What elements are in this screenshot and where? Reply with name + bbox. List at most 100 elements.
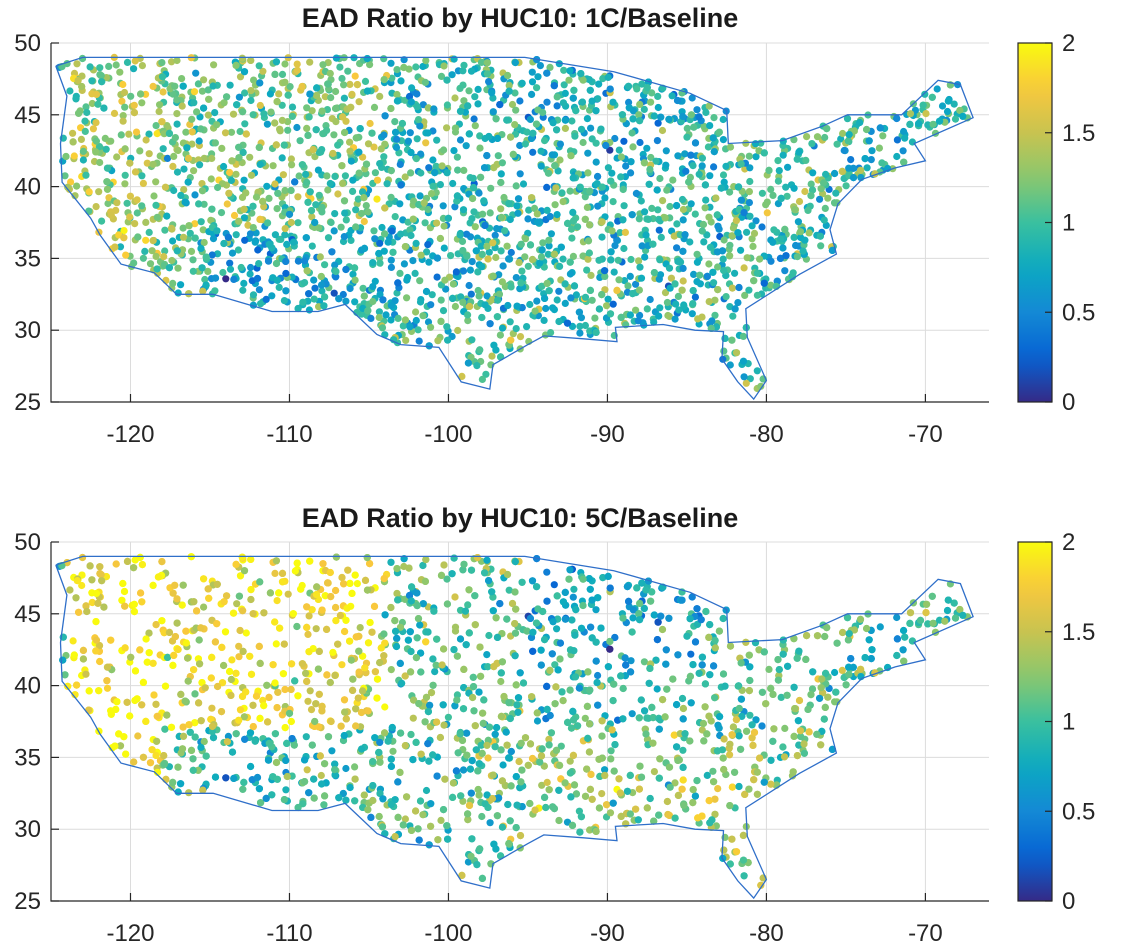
data-point [105,62,113,70]
data-point [776,235,785,243]
data-point [553,93,561,101]
data-point [737,246,745,254]
data-point [924,121,932,129]
data-point [169,162,177,170]
data-point [828,246,837,254]
data-point [271,231,279,239]
data-point [483,651,491,659]
data-point [315,303,323,311]
data-point [421,718,429,726]
data-point [497,205,505,213]
data-point [173,56,181,65]
data-point [116,68,124,76]
data-point [753,367,761,375]
data-point [690,270,698,278]
data-point [491,231,499,239]
data-point [371,169,379,177]
data-point [412,316,420,325]
data-point [305,306,313,314]
data-point [242,629,250,637]
data-point [497,677,505,686]
data-point [200,76,208,84]
data-point [729,224,738,232]
data-point [485,248,493,256]
data-point [198,180,206,188]
data-point [625,98,633,106]
data-point [681,231,689,239]
data-point [376,239,384,247]
data-point [653,137,662,145]
data-point [694,315,702,323]
data-point [453,192,461,200]
data-point [714,263,722,271]
data-point [646,165,654,173]
data-point [635,286,644,294]
data-point [341,172,349,180]
data-point [311,218,319,227]
data-point [625,104,633,112]
data-point [593,180,601,188]
data-point [303,178,311,186]
data-point [515,258,523,267]
data-point [213,227,221,235]
data-point [130,101,138,109]
data-point [679,277,687,285]
data-point [584,237,593,245]
data-point [422,287,431,296]
data-point [493,134,502,142]
data-point [278,578,287,586]
data-point [654,119,662,127]
data-point [595,305,604,313]
data-point [746,676,754,685]
data-point [800,749,809,757]
data-point [304,697,312,705]
data-point [833,140,841,148]
x-tick-label: -90 [590,421,625,448]
data-point [131,168,140,176]
data-point [850,127,859,135]
data-point [264,219,272,227]
data-point [253,274,262,283]
data-point [217,209,226,217]
data-point [328,747,336,755]
data-point [420,199,428,207]
data-point [691,293,700,301]
data-point [673,244,681,252]
data-point [279,670,287,678]
data-point [524,262,532,270]
data-point [569,252,578,260]
data-point [340,233,348,241]
data-point [417,150,425,158]
data-point [263,120,271,128]
data-point [255,62,263,70]
data-point [315,191,323,199]
data-point [791,206,799,214]
data-point [838,666,846,675]
data-point [524,761,532,769]
data-point [790,233,798,241]
data-point [537,162,545,170]
data-point [249,202,257,210]
data-point [816,694,824,702]
data-point [936,117,944,125]
data-point [459,247,467,255]
data-point [661,289,670,297]
data-point [620,244,628,253]
data-point [659,197,667,205]
data-point [767,185,775,193]
data-point [553,126,561,134]
data-point [138,99,146,107]
data-point [456,107,465,115]
data-point [578,98,587,106]
data-point [209,235,218,243]
data-point [103,164,112,172]
y-tick-label: 30 [14,317,41,344]
data-point [774,676,783,684]
data-point [476,144,484,152]
data-point [279,171,287,179]
data-point [637,696,645,704]
data-point [620,137,628,145]
data-point [92,203,100,211]
data-point [726,361,734,369]
data-point [531,307,539,315]
